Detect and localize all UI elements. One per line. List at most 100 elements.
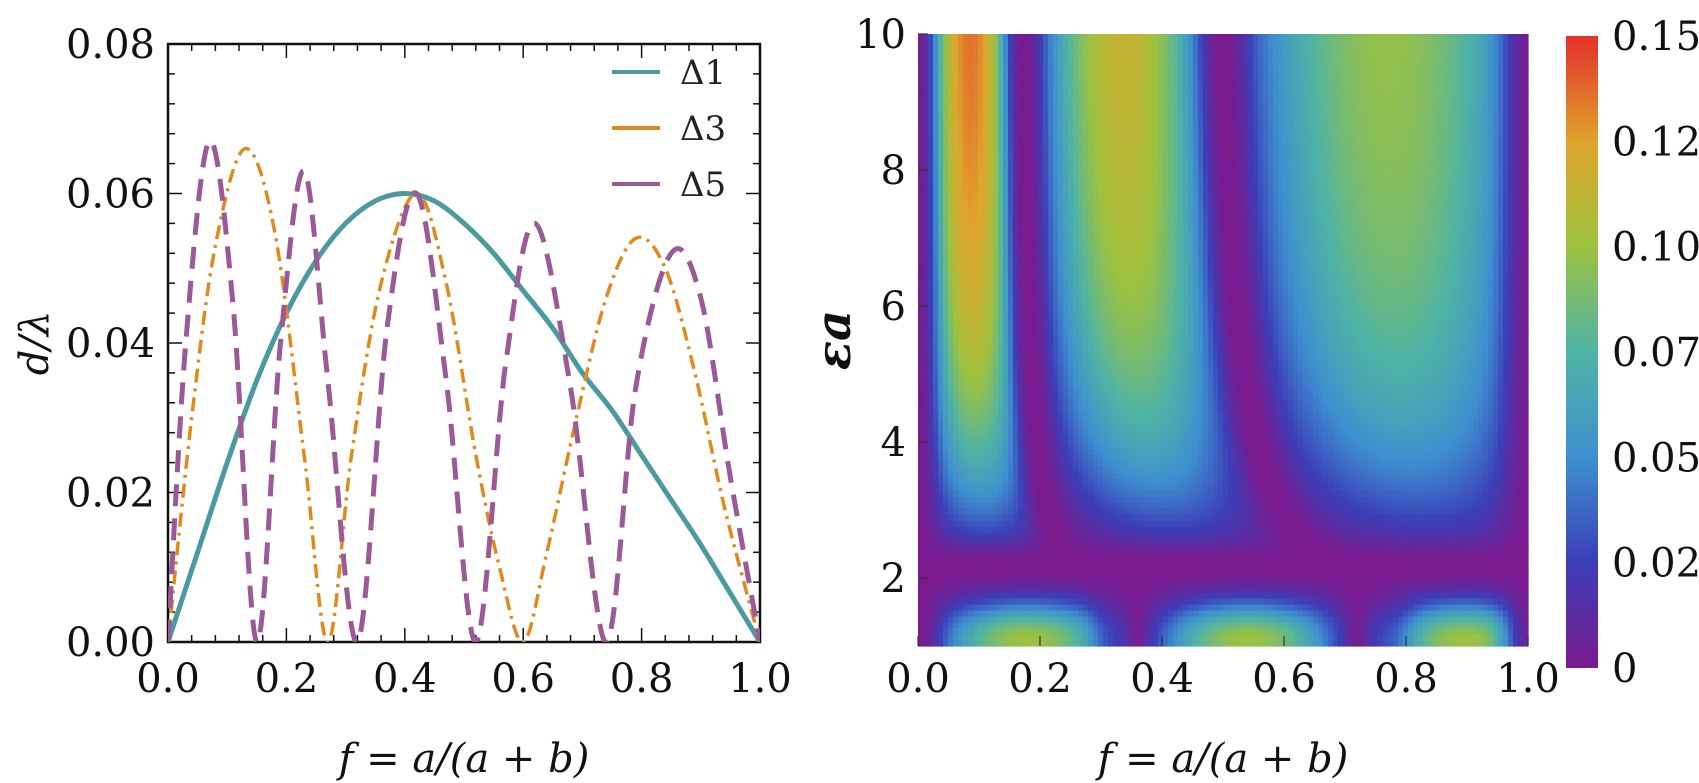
heatmap-cell — [928, 40, 934, 47]
heatmap-cell — [1083, 124, 1089, 131]
heatmap-cell — [1083, 256, 1089, 263]
heatmap-cell — [1118, 34, 1124, 41]
heatmap-cell — [933, 112, 939, 119]
heatmap-cell — [918, 454, 924, 461]
heatmap-cell — [958, 622, 964, 629]
heatmap-cell — [1103, 424, 1109, 431]
heatmap-cell — [943, 202, 949, 209]
heatmap-cell — [1138, 262, 1144, 269]
heatmap-cell — [973, 112, 979, 119]
heatmap-cell — [1003, 184, 1009, 191]
heatmap-cell — [1138, 70, 1144, 77]
heatmap-cell — [1083, 460, 1089, 467]
heatmap-cell — [1093, 40, 1099, 47]
heatmap-cell — [963, 118, 969, 125]
heatmap-cell — [1133, 526, 1139, 533]
heatmap-cell — [918, 556, 924, 563]
heatmap-cell — [993, 46, 999, 53]
heatmap-cell — [1133, 622, 1139, 629]
heatmap-cell — [993, 76, 999, 83]
heatmap-cell — [1138, 130, 1144, 137]
heatmap-cell — [998, 370, 1004, 377]
heatmap-cell — [1133, 70, 1139, 77]
heatmap-cell — [963, 304, 969, 311]
heatmap-cell — [943, 358, 949, 365]
heatmap-cell — [1048, 70, 1054, 77]
heatmap-cell — [1148, 100, 1154, 107]
heatmap-cell — [923, 352, 929, 359]
heatmap-cell — [993, 562, 999, 569]
heatmap-cell — [1008, 544, 1014, 551]
heatmap-cell — [1068, 208, 1074, 215]
heatmap-cell — [993, 190, 999, 197]
heatmap-cell — [998, 448, 1004, 455]
heatmap-cell — [1093, 100, 1099, 107]
heatmap-cell — [1063, 406, 1069, 413]
heatmap-cell — [948, 448, 954, 455]
heatmap-cell — [933, 286, 939, 293]
heatmap-cell — [973, 130, 979, 137]
heatmap-cell — [918, 148, 924, 155]
heatmap-cell — [1028, 634, 1034, 641]
heatmap-cell — [928, 268, 934, 275]
heatmap-cell — [1033, 424, 1039, 431]
heatmap-cell — [948, 562, 954, 569]
heatmap-cell — [1118, 112, 1124, 119]
heatmap-cell — [1073, 616, 1079, 623]
heatmap-cell — [1028, 466, 1034, 473]
heatmap-cell — [1123, 520, 1129, 527]
heatmap-cell — [1073, 310, 1079, 317]
heatmap-cell — [1143, 256, 1149, 263]
heatmap-cell — [1078, 256, 1084, 263]
heatmap-cell — [983, 160, 989, 167]
heatmap-cell — [1113, 502, 1119, 509]
heatmap-cell — [998, 550, 1004, 557]
heatmap-cell — [993, 358, 999, 365]
heatmap-cell — [1023, 214, 1029, 221]
heatmap-cell — [1043, 520, 1049, 527]
heatmap-cell — [1153, 418, 1159, 425]
heatmap-cell — [948, 436, 954, 443]
heatmap-cell — [953, 592, 959, 599]
heatmap-cell — [943, 178, 949, 185]
heatmap-cell — [1083, 604, 1089, 611]
heatmap-cell — [923, 418, 929, 425]
heatmap-cell — [1068, 244, 1074, 251]
heatmap-cell — [1003, 436, 1009, 443]
heatmap-cell — [1118, 544, 1124, 551]
heatmap-cell — [993, 448, 999, 455]
heatmap-cell — [998, 82, 1004, 89]
heatmap-cell — [943, 130, 949, 137]
heatmap-cell — [1003, 286, 1009, 293]
heatmap-cell — [1068, 502, 1074, 509]
heatmap-cell — [1098, 538, 1104, 545]
heatmap-cell — [1123, 244, 1129, 251]
heatmap-cell — [923, 142, 929, 149]
heatmap-cell — [1098, 586, 1104, 593]
heatmap-cell — [1008, 232, 1014, 239]
heatmap-cell — [1053, 178, 1059, 185]
heatmap-cell — [1043, 118, 1049, 125]
heatmap-cell — [1023, 64, 1029, 71]
heatmap-cell — [1028, 184, 1034, 191]
heatmap-cell — [1043, 298, 1049, 305]
heatmap-cell — [1088, 160, 1094, 167]
heatmap-cell — [1073, 376, 1079, 383]
heatmap-cell — [1023, 568, 1029, 575]
heatmap-cell — [943, 46, 949, 53]
heatmap-cell — [1048, 304, 1054, 311]
heatmap-cell — [993, 220, 999, 227]
heatmap-cell — [1143, 394, 1149, 401]
heatmap-cell — [998, 154, 1004, 161]
heatmap-cell — [1153, 448, 1159, 455]
heatmap-cell — [1078, 586, 1084, 593]
heatmap-cell — [1028, 538, 1034, 545]
heatmap-cell — [1093, 550, 1099, 557]
heatmap-cell — [1003, 250, 1009, 257]
heatmap-cell — [973, 370, 979, 377]
heatmap-cell — [948, 106, 954, 113]
heatmap-cell — [998, 424, 1004, 431]
heatmap-cell — [1008, 448, 1014, 455]
heatmap-cell — [1103, 160, 1109, 167]
heatmap-cell — [1133, 94, 1139, 101]
